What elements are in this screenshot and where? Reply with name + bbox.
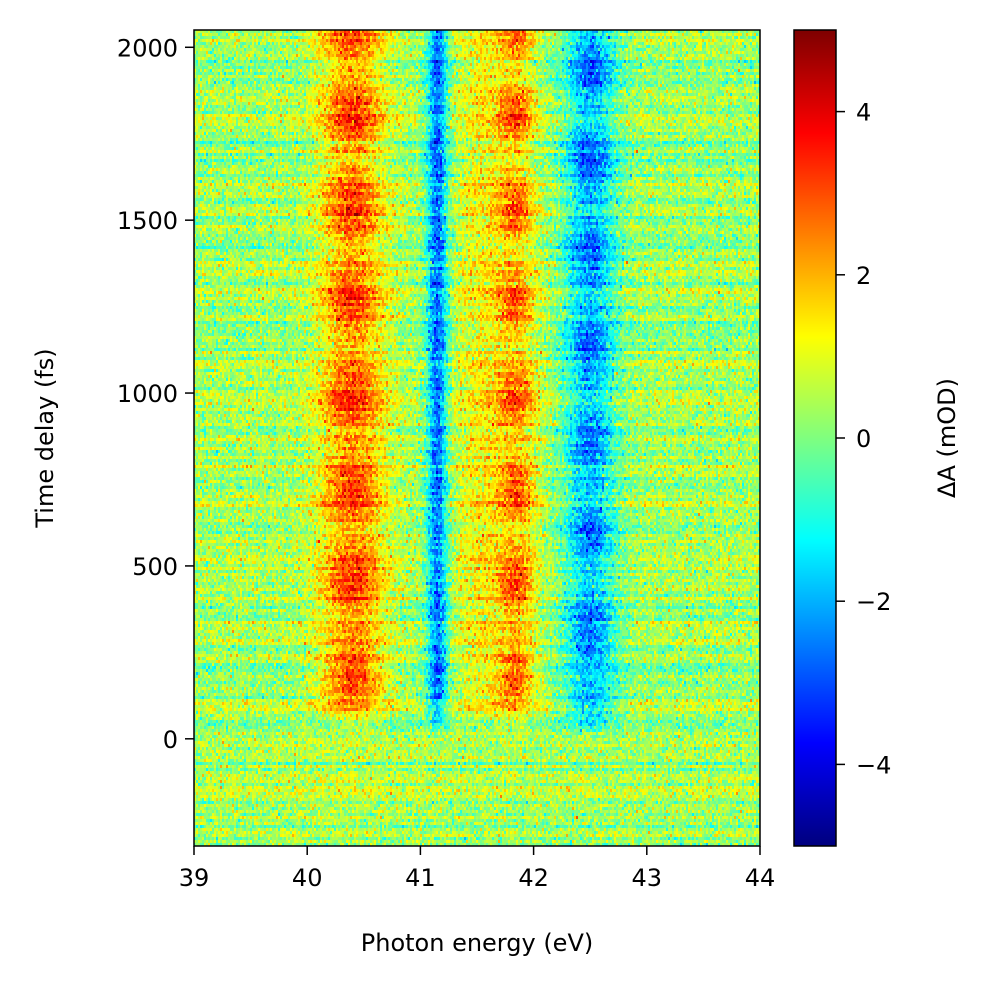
colorbar-tick-label: 4 — [856, 99, 871, 127]
colorbar-tick-label: −2 — [856, 588, 891, 616]
heatmap-image — [194, 30, 760, 846]
colorbar-tick-label: 0 — [856, 425, 871, 453]
colorbar-gradient — [794, 30, 836, 846]
colorbar-label: ΔA (mOD) — [933, 378, 961, 498]
x-tick-label: 40 — [292, 864, 323, 892]
colorbar-ticks: −4 −2 0 2 4 — [836, 99, 891, 779]
x-tick-label: 44 — [745, 864, 776, 892]
y-tick-label: 0 — [163, 726, 178, 754]
x-tick-label: 39 — [179, 864, 210, 892]
y-axis-ticks: 0 500 1000 1500 2000 — [117, 34, 194, 754]
plot-frame — [193, 29, 761, 847]
x-tick-label: 43 — [632, 864, 663, 892]
x-axis-label: Photon energy (eV) — [361, 929, 593, 957]
y-tick-label: 1000 — [117, 380, 178, 408]
x-tick-label: 42 — [518, 864, 549, 892]
y-tick-label: 500 — [132, 553, 178, 581]
colorbar-frame — [793, 29, 837, 847]
y-tick-label: 2000 — [117, 34, 178, 62]
x-tick-label: 41 — [405, 864, 436, 892]
y-tick-label: 1500 — [117, 207, 178, 235]
x-axis-ticks: 39 40 41 42 43 44 — [179, 846, 776, 892]
colorbar-tick-label: −4 — [856, 751, 891, 779]
colorbar-tick-label: 2 — [856, 262, 871, 290]
y-axis-label: Time delay (fs) — [31, 348, 59, 528]
